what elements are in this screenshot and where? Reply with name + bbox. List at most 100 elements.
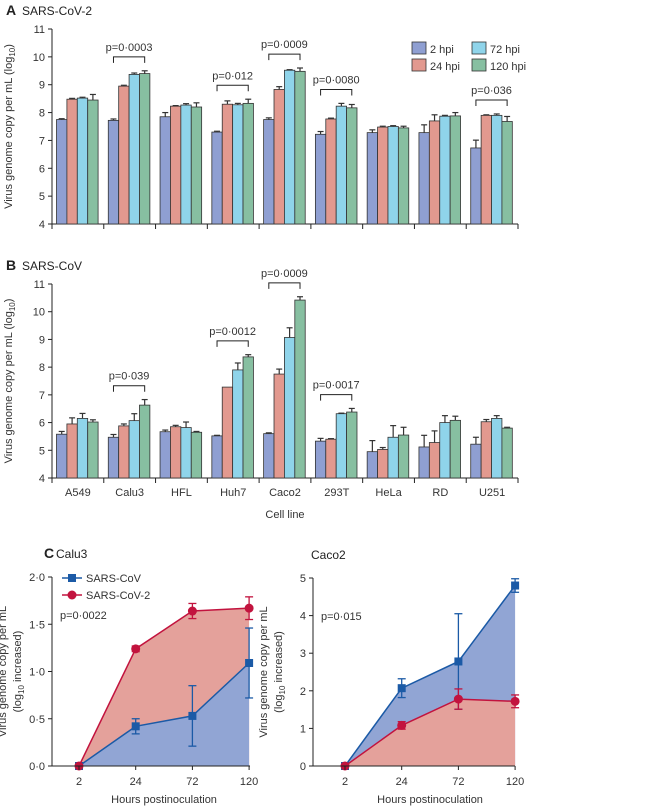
legend-swatch <box>471 58 487 72</box>
panel-title: SARS-CoV <box>22 259 82 273</box>
bar-Huh7-120-hpi <box>242 356 254 479</box>
bar-293T-120-hpi <box>346 107 358 225</box>
significance-bracket <box>320 88 353 96</box>
bar-U251-72-hpi <box>491 114 503 225</box>
area-fill-SARS-CoV <box>79 662 250 766</box>
y-axis-label-line2-end: increased) <box>12 631 24 685</box>
bar-Huh7-120-hpi <box>242 102 254 225</box>
bar-A549-2-hpi <box>56 119 68 225</box>
bar-U251-24-hpi <box>480 114 492 225</box>
y-tick-label: 9 <box>39 80 45 92</box>
bar-RD-72-hpi <box>439 422 451 479</box>
significance-bracket <box>216 340 249 347</box>
p-value-label: p=0·0009 <box>261 39 308 51</box>
p-value-label: p=0·0022 <box>60 610 107 622</box>
significance-bracket <box>320 394 353 401</box>
panel-letter: C <box>44 545 54 561</box>
y-axis-label-text: Virus genome copy per mL (log <box>3 311 15 463</box>
legend-label: SARS-CoV-2 <box>86 590 150 602</box>
bar-RD-24-hpi <box>428 442 441 479</box>
x-tick-label: RD <box>432 487 448 499</box>
p-value-label: p=0·0017 <box>313 380 360 392</box>
bar-HFL-72-hpi <box>180 427 192 479</box>
bar-HeLa-24-hpi <box>377 449 389 479</box>
y-axis-label: Virus genome copy per mL (log10) <box>3 44 17 209</box>
y-tick-label: 10 <box>33 52 45 64</box>
bar-Huh7-2-hpi <box>211 131 223 225</box>
x-tick-label: 120 <box>506 776 524 788</box>
y-tick-label: 1·0 <box>29 667 45 679</box>
y-axis-label-line2-end: increased) <box>273 631 285 685</box>
y-tick-label: 4 <box>39 473 45 485</box>
data-point-square <box>188 711 197 720</box>
bar-Calu3-24-hpi <box>118 425 130 479</box>
bar-U251-24-hpi <box>480 421 492 479</box>
panel-A-bar-chart: A SARS-CoV-2 Virus genome copy per mL (log… <box>3 2 526 231</box>
significance-bracket <box>216 84 249 92</box>
x-tick-label: Caco2 <box>269 487 301 499</box>
bar-Calu3-2-hpi <box>107 119 120 225</box>
x-tick-label: HeLa <box>375 487 402 499</box>
x-tick-label: 120 <box>240 776 258 788</box>
significance-bracket <box>475 99 508 107</box>
data-point-circle <box>510 696 520 706</box>
bar-RD-72-hpi <box>439 115 451 225</box>
y-axis-label-line2: (log10 increased) <box>273 631 287 713</box>
bar-RD-2-hpi <box>418 446 430 479</box>
x-tick-label: 2 <box>342 776 348 788</box>
y-tick-label: 8 <box>39 108 45 120</box>
y-axis-label-line2-subscript: 10 <box>278 685 287 694</box>
legend-swatch <box>411 58 427 72</box>
bar-HFL-72-hpi <box>180 104 192 225</box>
y-tick-label: 7 <box>39 135 45 147</box>
x-tick-label: U251 <box>479 487 505 499</box>
bar-Calu3-2-hpi <box>107 436 120 479</box>
bar-RD-120-hpi <box>449 419 461 479</box>
p-value-label: p=0·039 <box>109 371 150 383</box>
bar-A549-24-hpi <box>66 423 78 479</box>
bar-RD-120-hpi <box>449 115 461 225</box>
y-tick-label: 8 <box>39 362 45 374</box>
bar-U251-2-hpi <box>470 443 482 479</box>
legend-label: 2 hpi <box>430 44 454 56</box>
data-point-circle <box>397 720 407 730</box>
y-tick-label: 1·5 <box>29 619 45 631</box>
bar-Caco2-120-hpi <box>294 299 306 479</box>
y-axis-label-line1: Virus genome copy per mL <box>0 606 9 737</box>
bar-Huh7-2-hpi <box>211 435 223 479</box>
data-point-square <box>245 658 254 667</box>
y-tick-label: 5 <box>39 445 45 457</box>
bar-HFL-120-hpi <box>190 106 203 225</box>
bar-Calu3-72-hpi <box>128 420 140 479</box>
bar-293T-72-hpi <box>335 105 347 225</box>
area-fill-SARS-CoV-2 <box>345 699 516 766</box>
bar-Calu3-120-hpi <box>139 404 151 479</box>
y-tick-label: 11 <box>34 279 45 291</box>
y-tick-label: 4 <box>300 611 306 623</box>
bar-293T-24-hpi <box>325 438 337 479</box>
y-axis-label-line2-text: (log <box>12 694 24 712</box>
y-tick-label: 7 <box>39 390 45 402</box>
bar-U251-120-hpi <box>501 121 513 225</box>
significance-bracket <box>268 282 301 289</box>
bar-A549-72-hpi <box>76 97 89 225</box>
bar-HFL-24-hpi <box>170 426 182 479</box>
bar-HeLa-120-hpi <box>397 434 410 479</box>
significance-bracket <box>112 56 146 63</box>
y-tick-label: 9 <box>39 334 45 346</box>
bar-293T-2-hpi <box>314 440 327 479</box>
x-tick-label: HFL <box>171 487 192 499</box>
y-tick-label: 2·0 <box>29 572 45 584</box>
bar-HFL-24-hpi <box>170 105 182 225</box>
bar-Caco2-2-hpi <box>263 433 275 479</box>
legend-label: 120 hpi <box>490 61 526 73</box>
panel-letter: B <box>6 257 16 273</box>
bar-HeLa-2-hpi <box>366 132 378 225</box>
x-tick-label: 2 <box>76 776 82 788</box>
y-axis-label-subscript: 10 <box>8 47 17 56</box>
p-value-label: p=0·0009 <box>261 268 308 280</box>
y-axis-label: Virus genome copy per mL (log10) <box>3 299 17 464</box>
panel-title: Calu3 <box>56 547 88 561</box>
series-line-SARS-CoV-2 <box>78 607 250 767</box>
bar-Caco2-120-hpi <box>294 70 306 225</box>
